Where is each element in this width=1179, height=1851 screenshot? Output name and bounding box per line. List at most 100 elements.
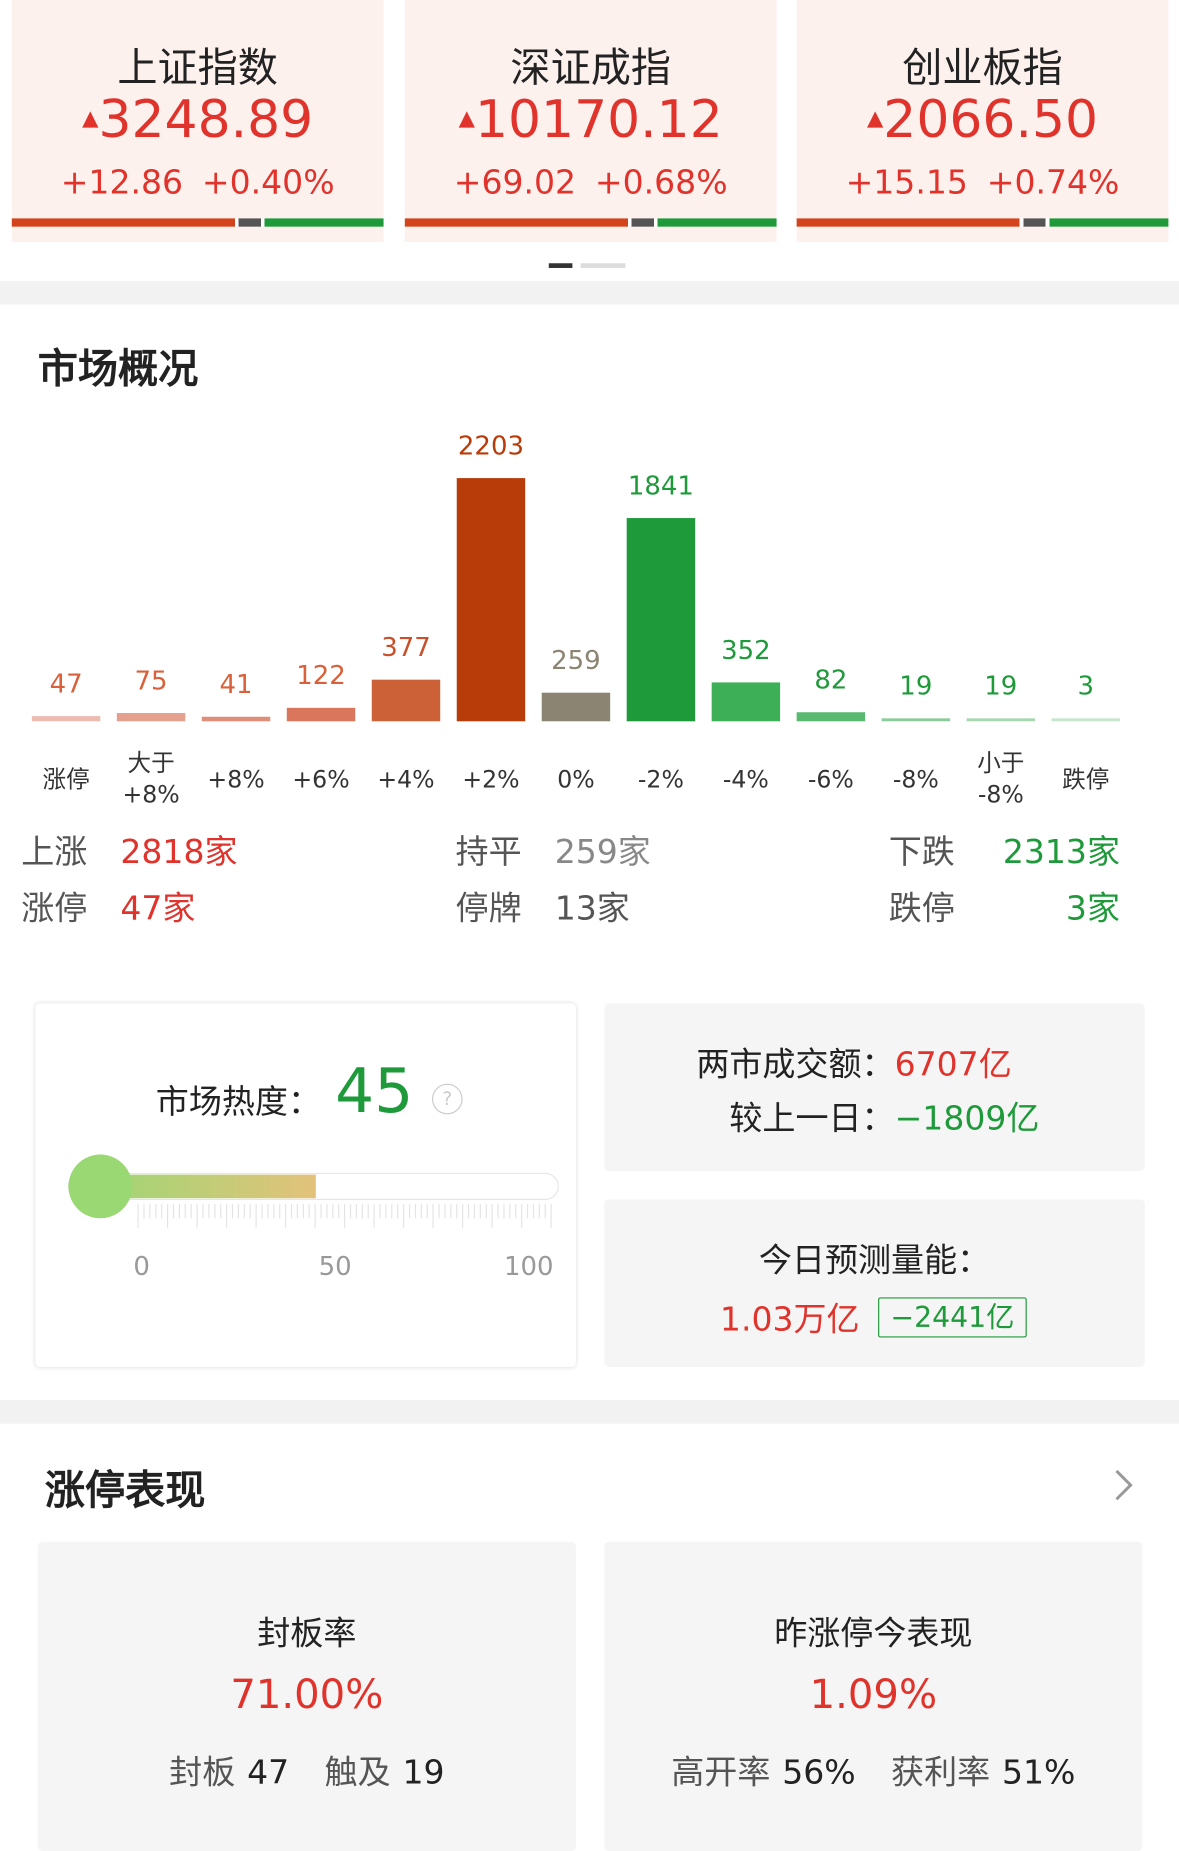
forecast-change: −2441亿 — [878, 1297, 1027, 1338]
bar-value-label: 377 — [381, 633, 431, 663]
index-value-row: ▲2066.50 — [797, 90, 1169, 150]
index-change-row: +69.02 +0.68% — [405, 163, 777, 202]
forecast-card — [604, 1199, 1145, 1368]
turnover-row: 两市成交额：6707亿 — [696, 1039, 1011, 1086]
bar-value-label: 259 — [551, 646, 601, 676]
trend-bar — [404, 218, 777, 227]
item-label: 高开率 — [671, 1753, 771, 1792]
index-value-row: ▲10170.12 — [405, 90, 777, 150]
value: 6707亿 — [894, 1044, 1012, 1084]
up-arrow: ▲ — [458, 106, 475, 132]
x-category-label: 0% — [557, 764, 595, 793]
index-card — [404, 0, 777, 243]
more-arrow[interactable] — [1109, 1467, 1137, 1502]
index-name: 深证成指 — [510, 44, 671, 93]
bar-value-label: 41 — [220, 670, 253, 700]
bar-value-label: 75 — [135, 666, 168, 696]
x-category-label: 跌停 — [1062, 764, 1110, 793]
index-value-row: ▲3248.89 — [12, 90, 384, 150]
index-pct: +0.68% — [594, 162, 728, 202]
bar — [626, 518, 696, 722]
limit-card-items: 封板 47 触及 19 — [38, 1747, 576, 1794]
gauge-tick-label: 100 — [504, 1252, 554, 1282]
x-category-label: 小于 -8% — [977, 748, 1025, 809]
bar-value-label: 2203 — [458, 431, 524, 461]
stat-value: 13家 — [554, 888, 630, 928]
index-card — [11, 0, 384, 243]
bar-value-label: 1841 — [628, 471, 694, 501]
bar-value-label: 352 — [721, 636, 771, 666]
up-arrow: ▲ — [82, 106, 99, 132]
stat-value: 2313家 — [1002, 832, 1121, 872]
bar-value-label: 82 — [814, 666, 847, 696]
bar-value-label: 3 — [1078, 672, 1095, 702]
divider — [0, 280, 1179, 305]
gauge-knob — [68, 1154, 133, 1219]
stat-value: 47家 — [120, 888, 196, 928]
heat-value: 45 — [335, 1056, 414, 1128]
help-icon[interactable]: ? — [431, 1083, 463, 1115]
x-category-label: +2% — [462, 764, 520, 793]
item-label: 获利率 — [891, 1753, 991, 1792]
bar — [796, 712, 866, 722]
bar-value-label: 122 — [296, 661, 346, 691]
item-label: 封板 — [169, 1753, 236, 1792]
bar-value-label: 19 — [984, 672, 1017, 702]
bar — [966, 718, 1036, 722]
bar — [201, 716, 271, 722]
trend-bar — [11, 218, 384, 227]
limit-card-items: 高开率 56% 获利率 51% — [604, 1747, 1142, 1794]
distribution-chart: 47 75 41 122 377 2203 259 1841 352 82 19 19 3 — [31, 431, 1121, 722]
bar — [456, 478, 526, 722]
stat-label: 持平 — [455, 832, 522, 872]
item-value: 51% — [1002, 1753, 1076, 1792]
page-dot-active — [548, 263, 573, 268]
index-pct: +0.40% — [201, 162, 335, 202]
index-change-row: +15.15 +0.74% — [797, 163, 1169, 202]
index-pct: +0.74% — [986, 162, 1120, 202]
stat-value: 3家 — [1065, 888, 1121, 928]
stat-label: 停牌 — [455, 888, 522, 928]
turnover-card — [604, 1003, 1145, 1172]
stat-label: 上涨 — [21, 832, 88, 872]
limit-card-title: 昨涨停今表现 — [774, 1613, 973, 1653]
bar — [286, 707, 356, 722]
bar — [116, 713, 186, 722]
limit-card-value: 1.09% — [809, 1671, 938, 1719]
limit-card — [37, 1541, 576, 1851]
x-category-label: +6% — [292, 764, 350, 793]
bar — [31, 716, 101, 722]
x-category-label: 涨停 — [42, 764, 90, 793]
section-title: 涨停表现 — [44, 1467, 206, 1515]
stat-label: 下跌 — [888, 832, 955, 872]
limit-card-title: 封板率 — [257, 1613, 357, 1653]
item-value: 19 — [402, 1753, 445, 1792]
x-category-label: 大于 +8% — [122, 748, 180, 809]
trend-bar — [796, 218, 1169, 227]
stat-label: 跌停 — [888, 888, 955, 928]
stat-value: 259家 — [554, 832, 651, 872]
heat-gauge: 0 50 100 — [67, 1154, 559, 1282]
heat-label: 市场热度： — [155, 1082, 322, 1122]
bar — [711, 682, 781, 722]
item-value: 47 — [247, 1753, 290, 1792]
bar — [881, 718, 951, 722]
index-value: 2066.50 — [883, 89, 1099, 150]
x-category-label: -8% — [892, 764, 939, 793]
gauge-tick-label: 0 — [133, 1252, 150, 1282]
gauge-fill — [82, 1174, 316, 1199]
index-value: 3248.89 — [98, 89, 314, 150]
item-label: 触及 — [324, 1753, 391, 1792]
index-card — [796, 0, 1169, 243]
label: 两市成交额： — [696, 1044, 895, 1084]
section-title: 市场概况 — [37, 345, 199, 394]
x-category-label: -6% — [807, 764, 854, 793]
gauge-tick-label: 50 — [319, 1252, 352, 1282]
limit-card — [604, 1541, 1143, 1851]
up-arrow: ▲ — [866, 106, 884, 132]
index-value: 10170.12 — [474, 89, 723, 150]
stat-label: 涨停 — [21, 888, 88, 928]
bar — [541, 692, 611, 722]
bar-value-label: 47 — [50, 669, 83, 699]
